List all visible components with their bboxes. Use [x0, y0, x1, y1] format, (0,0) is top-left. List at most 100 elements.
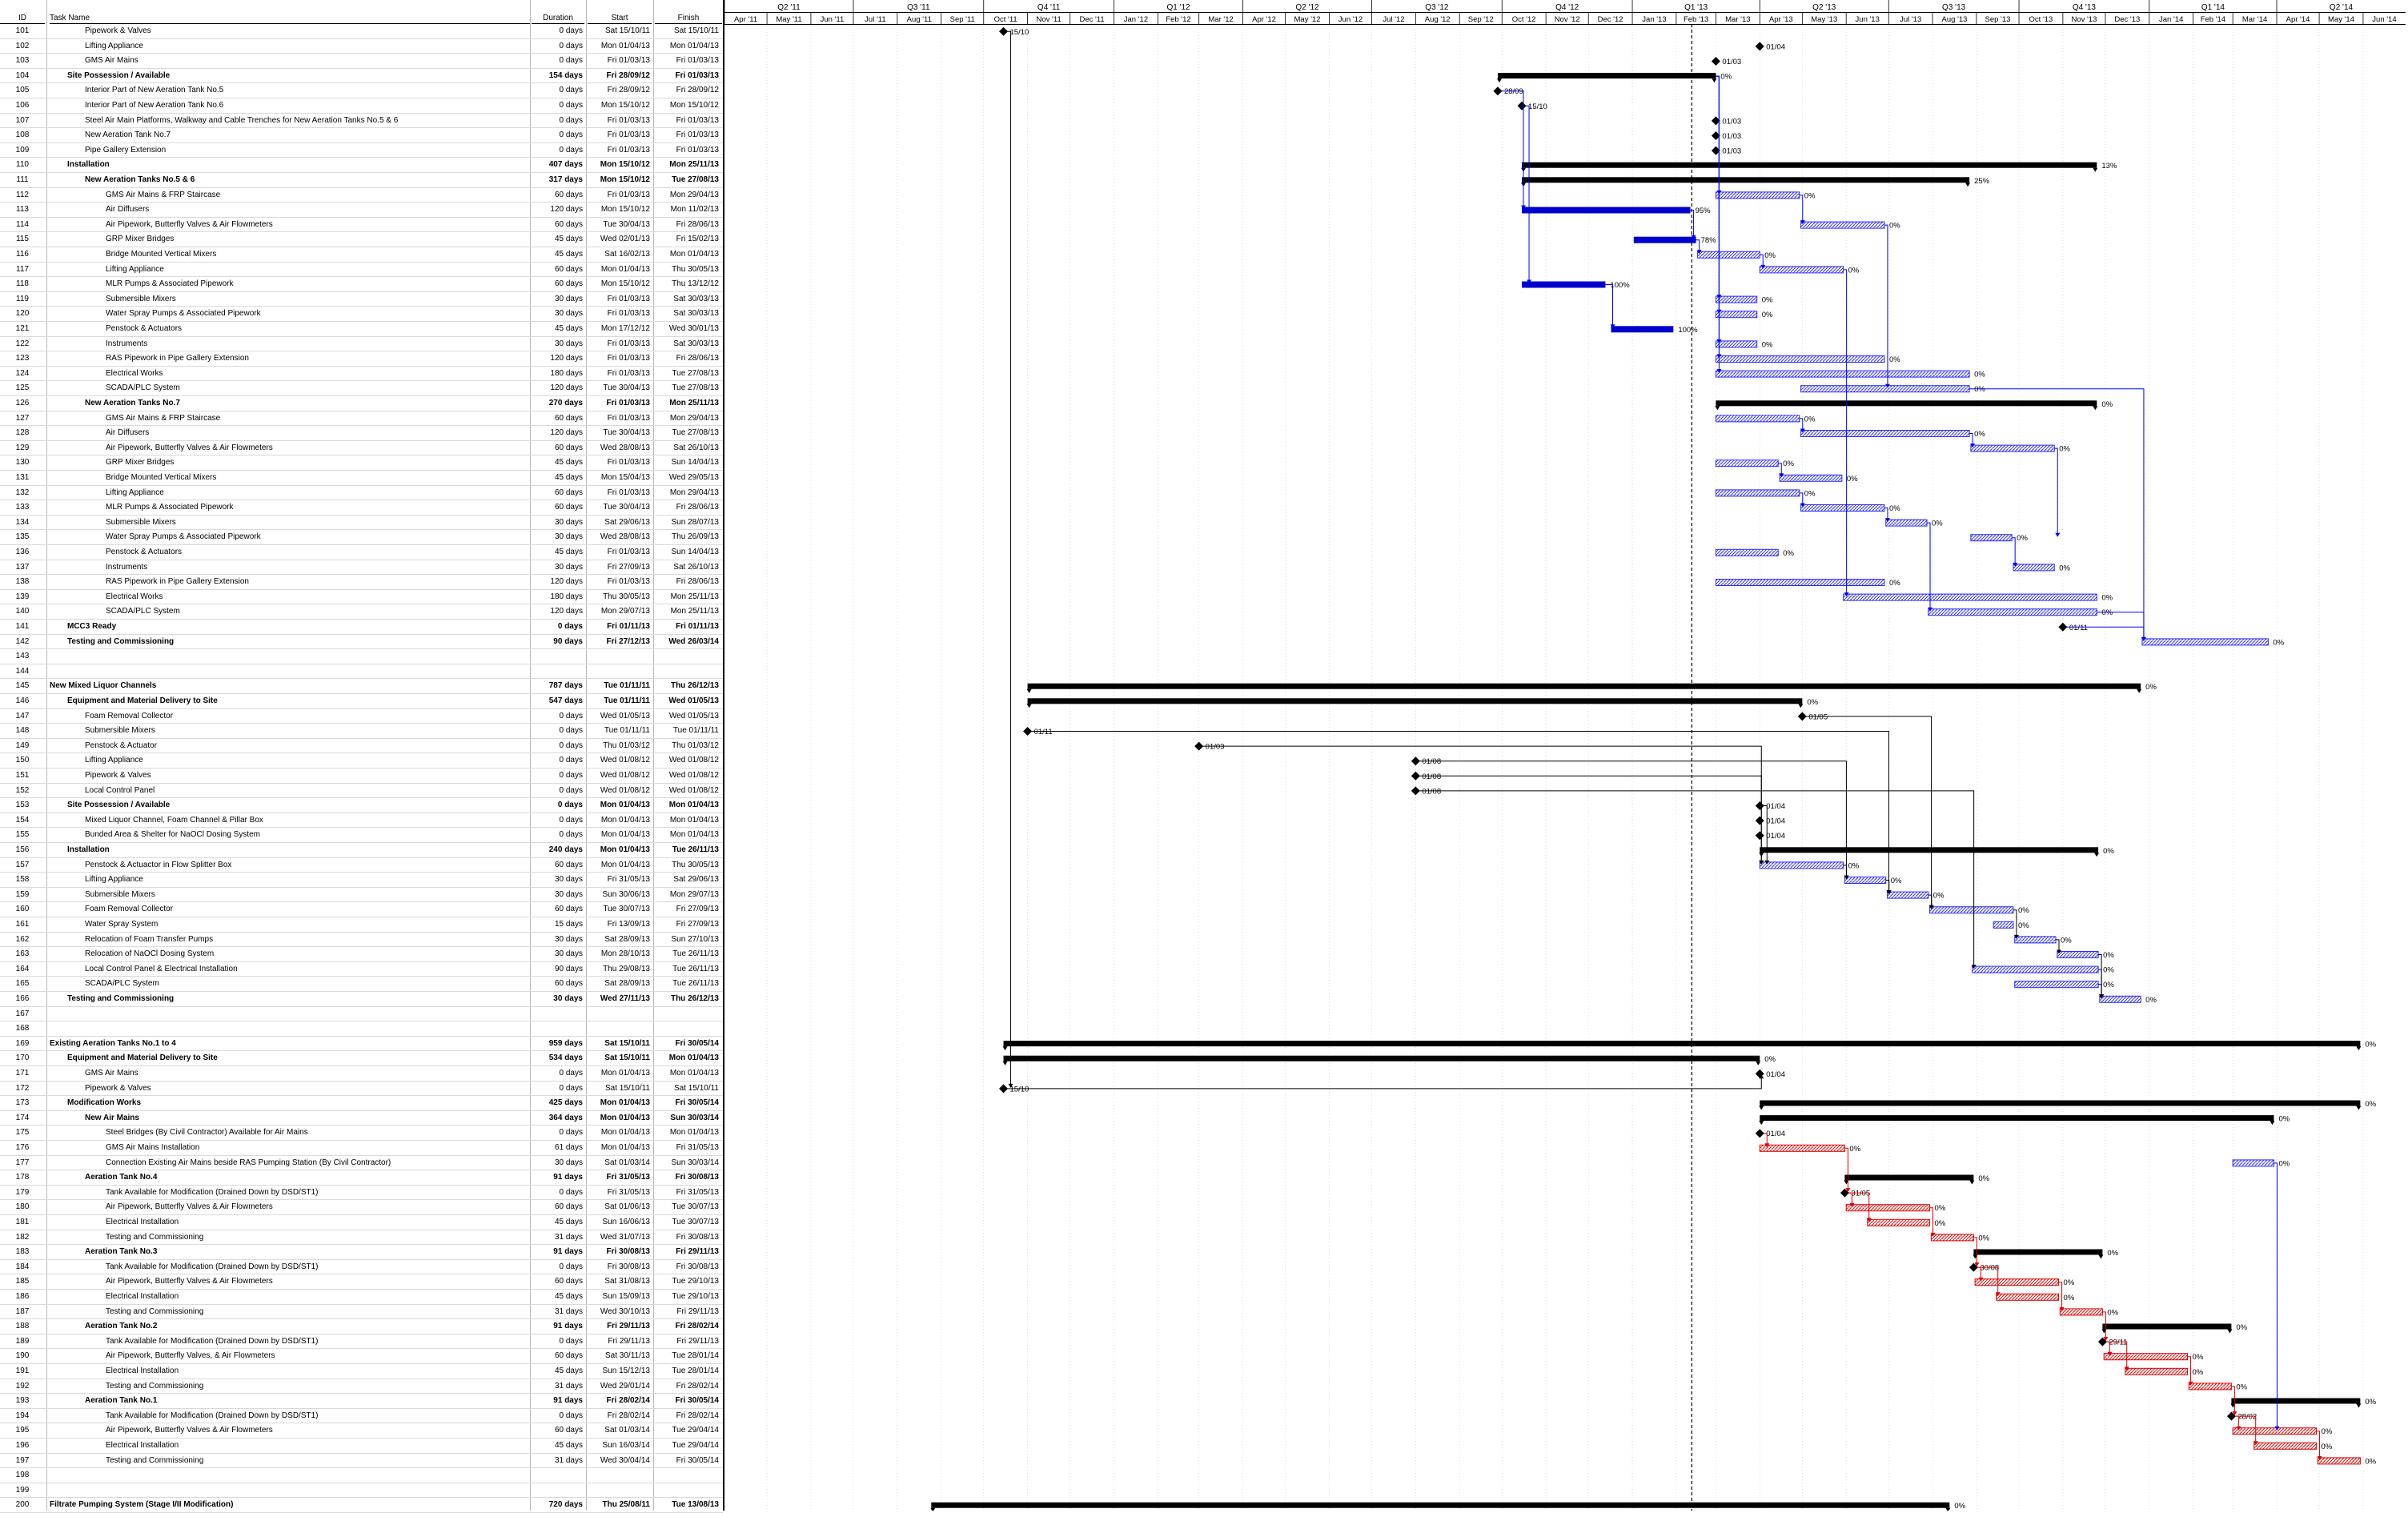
table-row[interactable]: 188 Aeration Tank No.2 91 days Fri 29/11/13…: [0, 1319, 723, 1334]
table-row[interactable]: 128 Air Diffusers 120 days Tue 30/04/13 Tue …: [0, 426, 723, 441]
table-row[interactable]: 127 GMS Air Mains & FRP Staircase 60 days F…: [0, 411, 723, 427]
table-row[interactable]: 148 Submersible Mixers 0 days Tue 01/11/11 T…: [0, 724, 723, 739]
column-header-task-name[interactable]: Task Name: [50, 13, 530, 24]
table-row[interactable]: 168: [0, 1021, 723, 1037]
table-row[interactable]: 106 Interior Part of New Aeration Tank No…: [0, 98, 723, 114]
table-row[interactable]: 183 Aeration Tank No.3 91 days Fri 30/08/13…: [0, 1245, 723, 1260]
table-row[interactable]: 177 Connection Existing Air Mains beside …: [0, 1156, 723, 1171]
table-row[interactable]: 196 Electrical Installation 45 days Sun 16/…: [0, 1439, 723, 1454]
table-row[interactable]: 198: [0, 1468, 723, 1483]
table-row[interactable]: 143: [0, 649, 723, 664]
table-row[interactable]: 130 GRP Mixer Bridges 45 days Fri 01/03/13 S…: [0, 456, 723, 471]
table-row[interactable]: 175 Steel Bridges (By Civil Contractor) A…: [0, 1126, 723, 1141]
table-row[interactable]: 116 Bridge Mounted Vertical Mixers 45 days…: [0, 247, 723, 263]
table-row[interactable]: 180 Air Pipework, Butterfly Valves & Air …: [0, 1200, 723, 1215]
table-row[interactable]: 123 RAS Pipework in Pipe Gallery Extensio…: [0, 351, 723, 367]
table-row[interactable]: 117 Lifting Appliance 60 days Mon 01/04/13 T…: [0, 263, 723, 278]
table-row[interactable]: 155 Bunded Area & Shelter for NaOCl Dosin…: [0, 828, 723, 843]
table-row[interactable]: 190 Air Pipework, Butterfly Valves, & Air…: [0, 1349, 723, 1364]
table-row[interactable]: 109 Pipe Gallery Extension 0 days Fri 01/03…: [0, 143, 723, 159]
table-row[interactable]: 158 Lifting Appliance 30 days Fri 31/05/13 S…: [0, 873, 723, 888]
table-row[interactable]: 150 Lifting Appliance 0 days Wed 01/08/12 We…: [0, 753, 723, 769]
table-row[interactable]: 166 Testing and Commissioning 30 days Wed 2…: [0, 992, 723, 1007]
table-row[interactable]: 153 Site Possession / Available 0 days Mon …: [0, 798, 723, 813]
table-row[interactable]: 197 Testing and Commissioning 31 days Wed 3…: [0, 1454, 723, 1469]
table-row[interactable]: 135 Water Spray Pumps & Associated Pipewo…: [0, 530, 723, 545]
table-row[interactable]: 185 Air Pipework, Butterfly Valves & Air …: [0, 1274, 723, 1290]
table-row[interactable]: 103 GMS Air Mains 0 days Fri 01/03/13 Fri 01…: [0, 54, 723, 69]
table-row[interactable]: 110 Installation 407 days Mon 15/10/12 Mon 2…: [0, 158, 723, 173]
table-row[interactable]: 120 Water Spray Pumps & Associated Pipewo…: [0, 307, 723, 322]
table-row[interactable]: 133 MLR Pumps & Associated Pipework 60 day…: [0, 500, 723, 516]
table-row[interactable]: 112 GMS Air Mains & FRP Staircase 60 days F…: [0, 188, 723, 203]
table-row[interactable]: 122 Instruments 30 days Fri 01/03/13 Sat 30/…: [0, 337, 723, 352]
table-row[interactable]: 141 MCC3 Ready 0 days Fri 01/11/13 Fri 01/11…: [0, 620, 723, 635]
table-row[interactable]: 126 New Aeration Tanks No.7 270 days Fri 01…: [0, 396, 723, 411]
table-row[interactable]: 195 Air Pipework, Butterfly Valves & Air …: [0, 1423, 723, 1439]
table-row[interactable]: 142 Testing and Commissioning 90 days Fri 2…: [0, 635, 723, 650]
table-row[interactable]: 119 Submersible Mixers 30 days Fri 01/03/13…: [0, 292, 723, 307]
column-header-finish[interactable]: Finish: [655, 13, 722, 24]
table-row[interactable]: 144: [0, 664, 723, 680]
table-row[interactable]: 167: [0, 1007, 723, 1022]
column-header-id[interactable]: ID: [0, 13, 45, 24]
table-row[interactable]: 136 Penstock & Actuators 45 days Fri 01/03/…: [0, 545, 723, 560]
table-row[interactable]: 121 Penstock & Actuators 45 days Mon 17/12/…: [0, 322, 723, 337]
table-row[interactable]: 165 SCADA/PLC System 60 days Sat 28/09/13 Tu…: [0, 977, 723, 992]
table-row[interactable]: 145 New Mixed Liquor Channels 787 days Tue …: [0, 679, 723, 694]
table-row[interactable]: 174 New Air Mains 364 days Mon 01/04/13 Sun …: [0, 1111, 723, 1126]
table-row[interactable]: 163 Relocation of NaOCl Dosing System 30 d…: [0, 947, 723, 962]
table-row[interactable]: 102 Lifting Appliance 0 days Mon 01/04/13 Mo…: [0, 39, 723, 54]
table-row[interactable]: 162 Relocation of Foam Transfer Pumps 30 d…: [0, 933, 723, 948]
table-row[interactable]: 157 Penstock & Actuactor in Flow Splitter…: [0, 858, 723, 873]
table-row[interactable]: 149 Penstock & Actuator 0 days Thu 01/03/12…: [0, 739, 723, 754]
table-row[interactable]: 170 Equipment and Material Delivery to Si…: [0, 1051, 723, 1066]
table-row[interactable]: 199: [0, 1483, 723, 1499]
table-row[interactable]: 184 Tank Available for Modification (Drai…: [0, 1260, 723, 1275]
table-row[interactable]: 125 SCADA/PLC System 120 days Tue 30/04/13 T…: [0, 381, 723, 396]
table-row[interactable]: 193 Aeration Tank No.1 91 days Fri 28/02/14…: [0, 1394, 723, 1409]
column-header-duration[interactable]: Duration: [532, 13, 584, 24]
table-row[interactable]: 129 Air Pipework, Butterfly Valves & Air …: [0, 441, 723, 456]
table-row[interactable]: 111 New Aeration Tanks No.5 & 6 317 days Mo…: [0, 173, 723, 188]
table-row[interactable]: 189 Tank Available for Modification (Drai…: [0, 1334, 723, 1350]
table-row[interactable]: 115 GRP Mixer Bridges 45 days Wed 02/01/13 F…: [0, 232, 723, 247]
table-row[interactable]: 147 Foam Removal Collector 0 days Wed 01/05…: [0, 709, 723, 724]
table-row[interactable]: 151 Pipework & Valves 0 days Wed 01/08/12 We…: [0, 769, 723, 784]
table-row[interactable]: 101 Pipework & Valves 0 days Sat 15/10/11 Sa…: [0, 24, 723, 39]
table-row[interactable]: 176 GMS Air Mains Installation 61 days Mon …: [0, 1141, 723, 1156]
table-row[interactable]: 134 Submersible Mixers 30 days Sat 29/06/13…: [0, 516, 723, 531]
table-row[interactable]: 181 Electrical Installation 45 days Sun 16/…: [0, 1215, 723, 1230]
table-row[interactable]: 105 Interior Part of New Aeration Tank No…: [0, 83, 723, 98]
table-row[interactable]: 187 Testing and Commissioning 31 days Wed 3…: [0, 1305, 723, 1320]
table-row[interactable]: 171 GMS Air Mains 0 days Mon 01/04/13 Mon 01…: [0, 1066, 723, 1082]
table-row[interactable]: 104 Site Possession / Available 154 days Fr…: [0, 69, 723, 84]
table-row[interactable]: 156 Installation 240 days Mon 01/04/13 Tue 2…: [0, 843, 723, 858]
table-row[interactable]: 173 Modification Works 425 days Mon 01/04/1…: [0, 1096, 723, 1111]
table-row[interactable]: 161 Water Spray System 15 days Fri 13/09/13…: [0, 917, 723, 933]
column-header-start[interactable]: Start: [588, 13, 652, 24]
table-row[interactable]: 118 MLR Pumps & Associated Pipework 60 day…: [0, 277, 723, 292]
table-row[interactable]: 159 Submersible Mixers 30 days Sun 30/06/13…: [0, 888, 723, 903]
table-row[interactable]: 182 Testing and Commissioning 31 days Wed 3…: [0, 1230, 723, 1246]
table-row[interactable]: 172 Pipework & Valves 0 days Sat 15/10/11 Sa…: [0, 1082, 723, 1097]
table-row[interactable]: 152 Local Control Panel 0 days Wed 01/08/12…: [0, 784, 723, 799]
table-row[interactable]: 137 Instruments 30 days Fri 27/09/13 Sat 26/…: [0, 560, 723, 576]
table-row[interactable]: 169 Existing Aeration Tanks No.1 to 4 959 …: [0, 1037, 723, 1052]
table-row[interactable]: 192 Testing and Commissioning 31 days Wed 2…: [0, 1379, 723, 1395]
table-row[interactable]: 107 Steel Air Main Platforms, Walkway and…: [0, 114, 723, 129]
table-row[interactable]: 154 Mixed Liquor Channel, Foam Channel & …: [0, 813, 723, 829]
table-row[interactable]: 140 SCADA/PLC System 120 days Mon 29/07/13 M…: [0, 604, 723, 620]
table-row[interactable]: 200 Filtrate Pumping System (Stage I/II M…: [0, 1498, 723, 1513]
table-row[interactable]: 114 Air Pipework, Butterfly Valves & Air …: [0, 218, 723, 233]
table-row[interactable]: 139 Electrical Works 180 days Thu 30/05/13 M…: [0, 590, 723, 605]
table-row[interactable]: 164 Local Control Panel & Electrical Inst…: [0, 962, 723, 977]
table-row[interactable]: 132 Lifting Appliance 60 days Fri 01/03/13 M…: [0, 486, 723, 501]
table-row[interactable]: 194 Tank Available for Modification (Drai…: [0, 1409, 723, 1424]
table-row[interactable]: 108 New Aeration Tank No.7 0 days Fri 01/03…: [0, 128, 723, 143]
table-row[interactable]: 131 Bridge Mounted Vertical Mixers 45 days…: [0, 471, 723, 486]
table-row[interactable]: 138 RAS Pipework in Pipe Gallery Extensio…: [0, 575, 723, 590]
table-row[interactable]: 124 Electrical Works 180 days Fri 01/03/13 T…: [0, 367, 723, 382]
table-row[interactable]: 160 Foam Removal Collector 60 days Tue 30/0…: [0, 902, 723, 917]
table-row[interactable]: 191 Electrical Installation 45 days Sun 15/…: [0, 1364, 723, 1379]
